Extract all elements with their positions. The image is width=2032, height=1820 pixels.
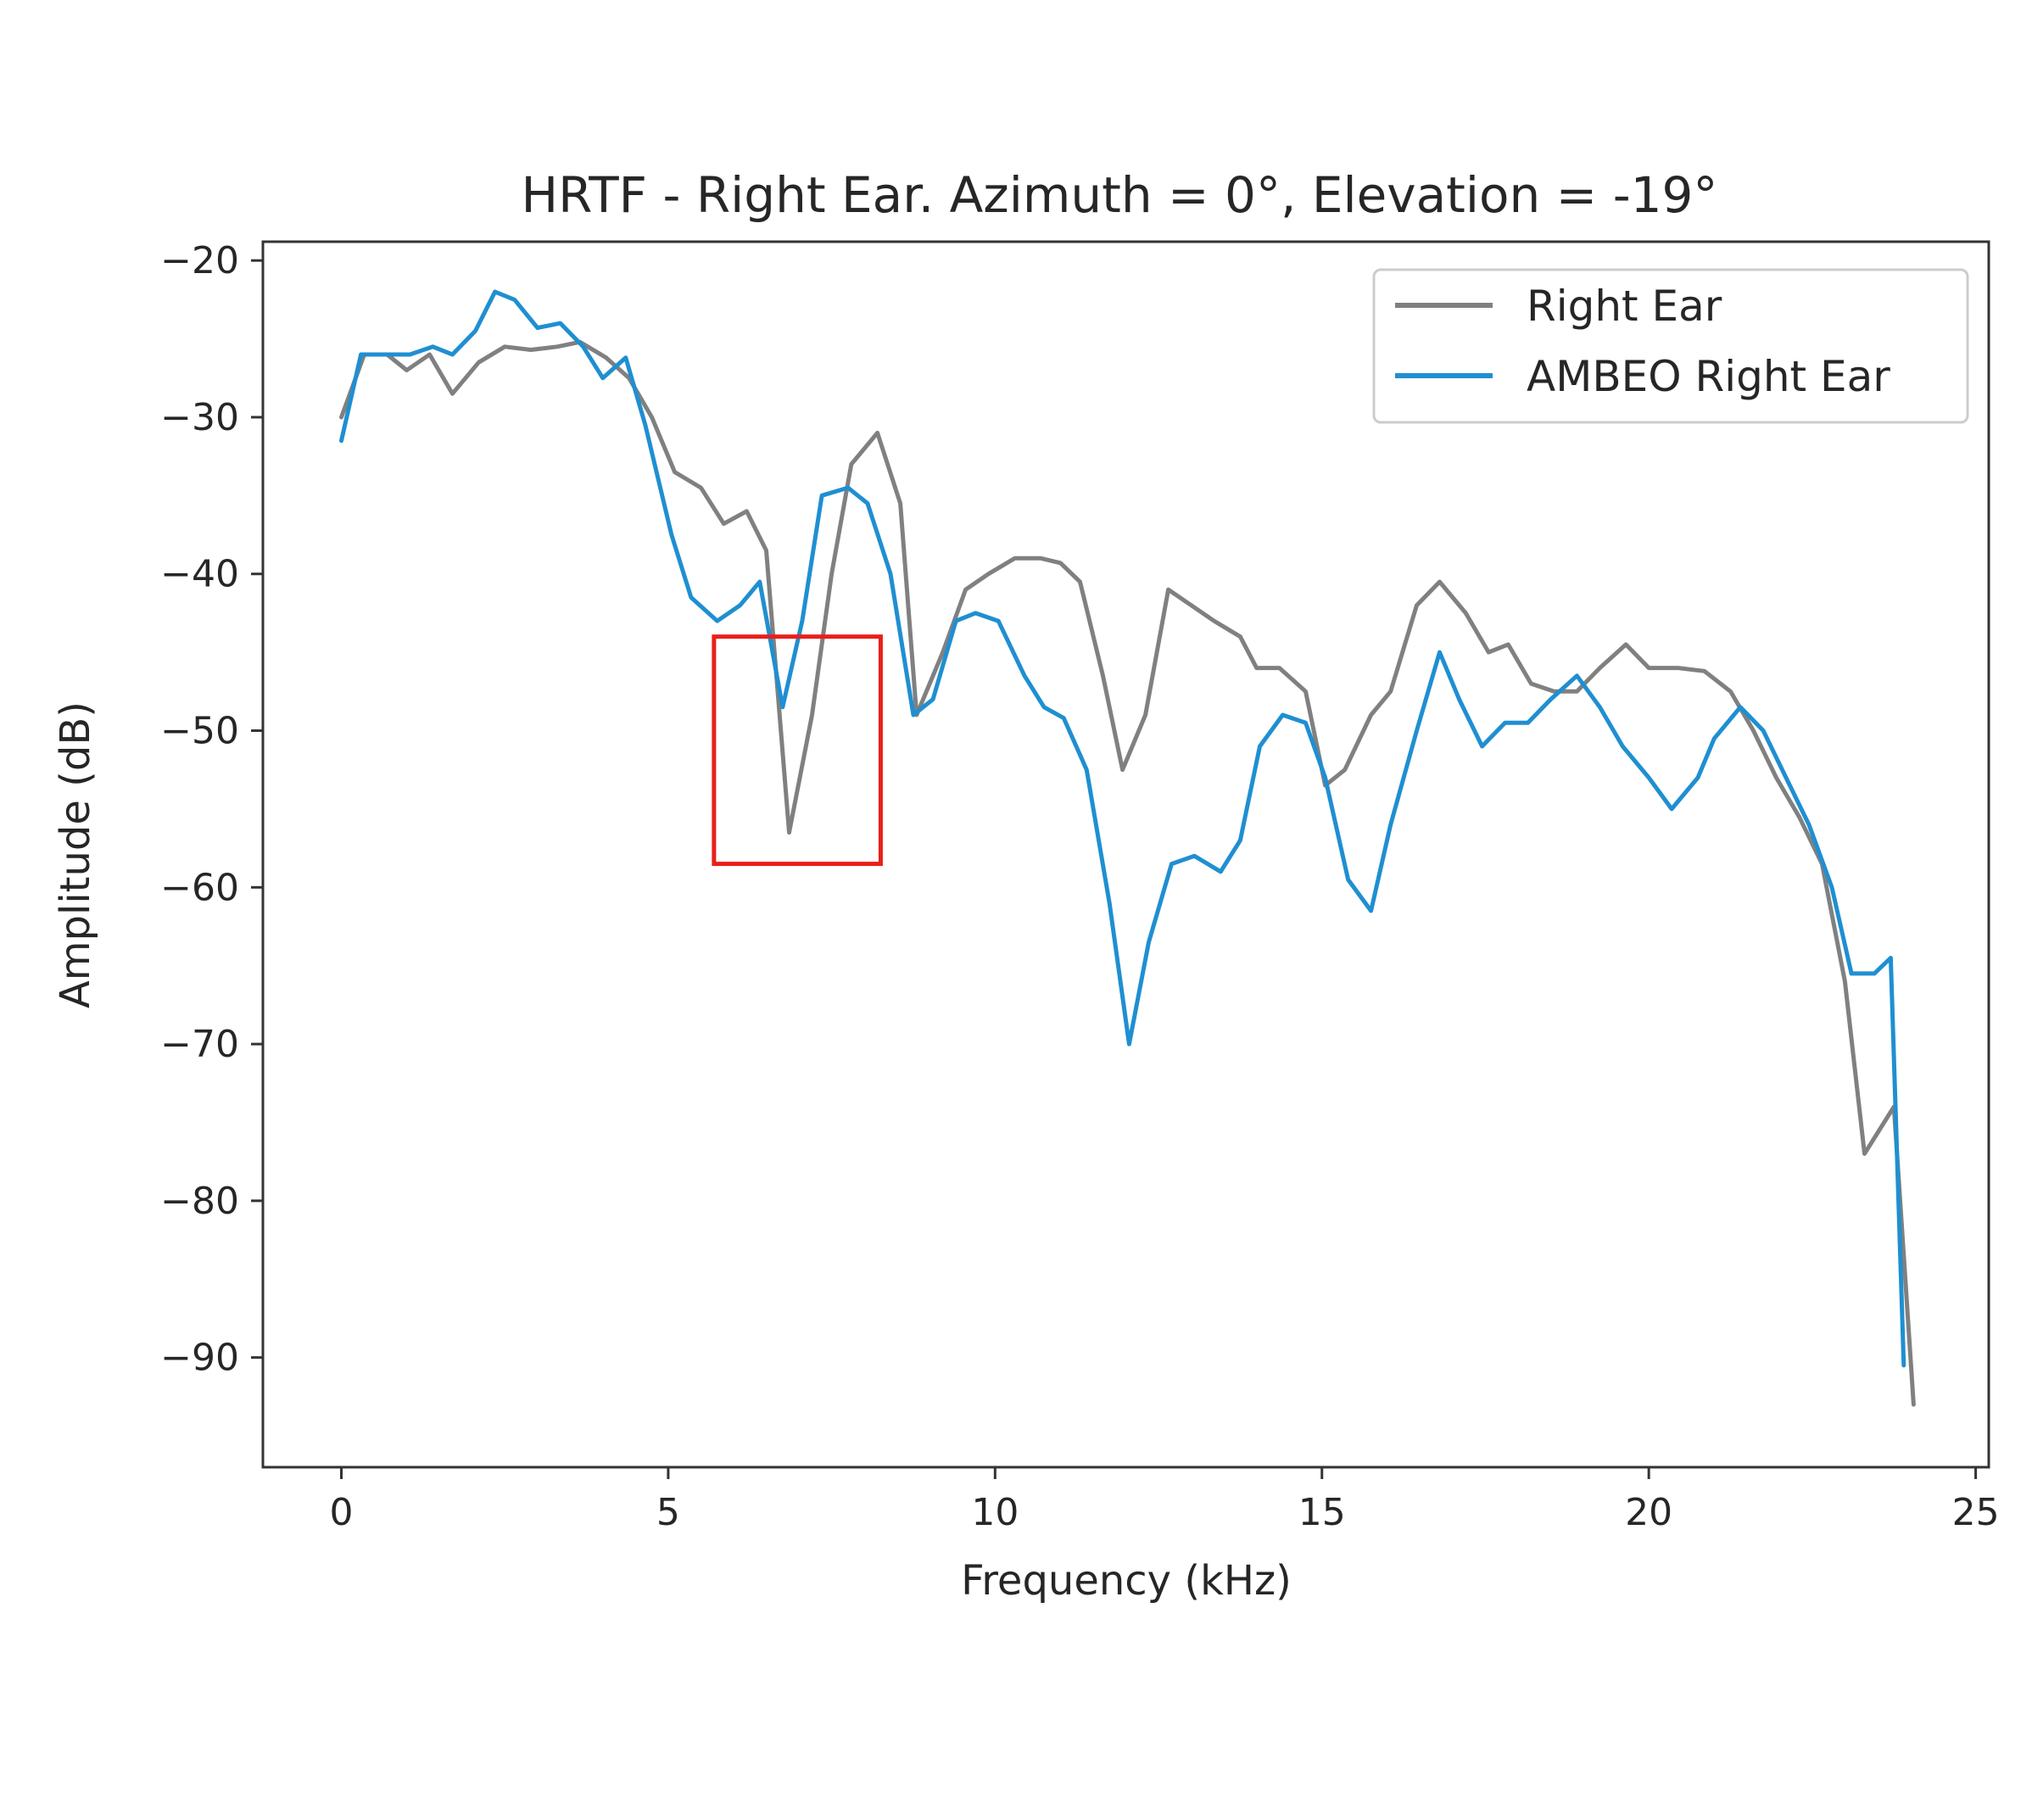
- x-axis: 0 5 10 15 20 25: [330, 1467, 2000, 1534]
- x-tick-label: 5: [656, 1491, 680, 1534]
- y-tick-label: −80: [160, 1180, 239, 1223]
- y-tick-label: −40: [160, 553, 239, 596]
- x-tick-label: 20: [1625, 1491, 1672, 1534]
- y-tick-label: −60: [160, 866, 239, 909]
- series-line-right-ear: [339, 339, 1916, 1407]
- series-line-ambeo-right-ear: [339, 289, 1906, 1368]
- plot-area: [261, 240, 1990, 1469]
- x-tick-label: 0: [330, 1491, 354, 1534]
- legend-label-right-ear: Right Ear: [1527, 282, 1722, 331]
- y-axis-label: Amplitude (dB): [52, 701, 99, 1008]
- y-tick-label: −30: [160, 396, 239, 439]
- legend-label-ambeo-right-ear: AMBEO Right Ear: [1527, 352, 1890, 401]
- x-tick-label: 15: [1298, 1491, 1346, 1534]
- y-axis: −20 −30 −40 −50 −60 −70 −80 −90: [160, 239, 263, 1380]
- legend: Right Ear AMBEO Right Ear: [1372, 268, 1969, 424]
- chart-title: HRTF - Right Ear. Azimuth = 0°, Elevatio…: [522, 166, 1718, 224]
- y-tick-label: −70: [160, 1023, 239, 1066]
- y-tick-label: −90: [160, 1337, 239, 1380]
- x-axis-label: Frequency (kHz): [961, 1557, 1292, 1605]
- highlight-box: [712, 634, 883, 867]
- x-tick-label: 25: [1952, 1491, 2000, 1534]
- axes-frame: [261, 240, 1990, 1469]
- y-tick-label: −20: [160, 239, 239, 282]
- series-layer: [339, 289, 1916, 1407]
- y-tick-label: −50: [160, 710, 239, 753]
- legend-box: [1372, 268, 1969, 424]
- annotation-layer: [712, 634, 883, 867]
- x-tick-label: 10: [971, 1491, 1019, 1534]
